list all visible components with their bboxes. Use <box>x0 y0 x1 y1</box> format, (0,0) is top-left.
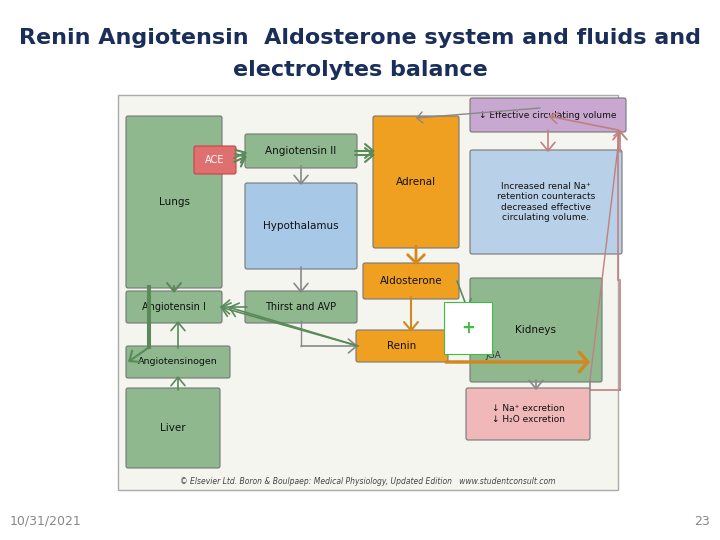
FancyBboxPatch shape <box>126 116 222 288</box>
Text: +: + <box>461 319 475 337</box>
Text: electrolytes balance: electrolytes balance <box>233 60 487 80</box>
Text: 10/31/2021: 10/31/2021 <box>10 515 82 528</box>
FancyBboxPatch shape <box>470 98 626 132</box>
Text: Increased renal Na⁺
retention counteracts
decreased effective
circulating volume: Increased renal Na⁺ retention counteract… <box>497 182 595 222</box>
FancyBboxPatch shape <box>245 134 357 168</box>
Text: ↓ Na⁺ excretion
↓ H₂O excretion: ↓ Na⁺ excretion ↓ H₂O excretion <box>492 404 564 424</box>
FancyBboxPatch shape <box>126 291 222 323</box>
Text: ↓ Effective circulating volume: ↓ Effective circulating volume <box>480 111 617 119</box>
Text: JGA: JGA <box>485 350 500 360</box>
FancyBboxPatch shape <box>118 95 618 490</box>
FancyBboxPatch shape <box>470 278 602 382</box>
Text: ACE: ACE <box>205 155 225 165</box>
FancyBboxPatch shape <box>363 263 459 299</box>
Text: Lungs: Lungs <box>158 197 189 207</box>
Text: Hypothalamus: Hypothalamus <box>264 221 339 231</box>
FancyBboxPatch shape <box>126 388 220 468</box>
Text: Angiotensin I: Angiotensin I <box>142 302 206 312</box>
FancyBboxPatch shape <box>194 146 236 174</box>
FancyBboxPatch shape <box>126 346 230 378</box>
Text: Thirst and AVP: Thirst and AVP <box>266 302 336 312</box>
FancyBboxPatch shape <box>466 388 590 440</box>
FancyBboxPatch shape <box>373 116 459 248</box>
Text: Kidneys: Kidneys <box>516 325 557 335</box>
Text: Adrenal: Adrenal <box>396 177 436 187</box>
FancyBboxPatch shape <box>470 150 622 254</box>
Text: Renin Angiotensin  Aldosterone system and fluids and: Renin Angiotensin Aldosterone system and… <box>19 28 701 48</box>
Text: Aldosterone: Aldosterone <box>379 276 442 286</box>
FancyBboxPatch shape <box>245 183 357 269</box>
Text: Angiotensin II: Angiotensin II <box>266 146 337 156</box>
Text: Angiotensinogen: Angiotensinogen <box>138 357 218 367</box>
Text: © Elsevier Ltd. Boron & Boulpaep: Medical Physiology, Updated Edition   www.stud: © Elsevier Ltd. Boron & Boulpaep: Medica… <box>180 477 556 486</box>
Text: 23: 23 <box>694 515 710 528</box>
FancyBboxPatch shape <box>245 291 357 323</box>
Text: Renin: Renin <box>387 341 417 351</box>
FancyBboxPatch shape <box>356 330 448 362</box>
Text: Liver: Liver <box>160 423 186 433</box>
